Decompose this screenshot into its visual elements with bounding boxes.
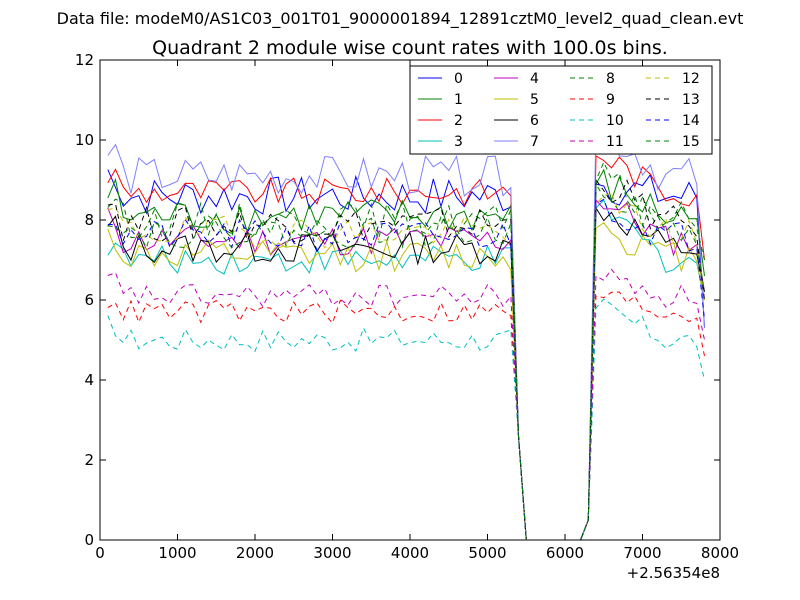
y-tick-label: 10 — [75, 131, 94, 149]
ticks-layer: 0 1000 2000 3000 4000 5000 6000 7000 80000246810… — [75, 51, 739, 562]
series-line-6 — [107, 206, 705, 541]
series-layer — [107, 125, 705, 541]
x-tick-label: 6000 — [546, 544, 584, 562]
x-tick-label: 1000 — [158, 544, 196, 562]
y-tick-label: 4 — [84, 371, 94, 389]
series-line-3 — [107, 199, 705, 541]
x-tick-label: 2000 — [236, 544, 274, 562]
series-line-4 — [107, 198, 705, 541]
x-tick-label: 7000 — [623, 544, 661, 562]
legend-box — [409, 65, 713, 155]
x-tick-label: 4000 — [391, 544, 429, 562]
legend-label-9: 9 — [606, 92, 615, 108]
legend-label-13: 13 — [682, 92, 700, 108]
legend-label-7: 7 — [530, 134, 539, 150]
series-line-10 — [107, 298, 705, 541]
x-tick-label: 0 — [95, 544, 105, 562]
legend-label-14: 14 — [682, 113, 700, 129]
legend-label-3: 3 — [454, 134, 463, 150]
legend-label-11: 11 — [606, 134, 624, 150]
legend-label-1: 1 — [454, 92, 463, 108]
series-line-9 — [107, 291, 705, 541]
legend-label-4: 4 — [530, 71, 539, 87]
x-tick-label: 3000 — [313, 544, 351, 562]
y-tick-label: 6 — [84, 291, 94, 309]
series-line-15 — [107, 182, 705, 541]
legend-label-8: 8 — [606, 71, 615, 87]
chart-suptitle: Data file: modeM0/AS1C03_001T01_90000018… — [57, 9, 744, 29]
series-line-14 — [107, 198, 705, 541]
chart-title: Quadrant 2 module wise count rates with … — [152, 37, 668, 59]
legend-label-6: 6 — [530, 113, 539, 129]
legend-label-2: 2 — [454, 113, 463, 129]
series-line-8 — [107, 161, 705, 541]
legend-label-0: 0 — [454, 71, 463, 87]
series-line-5 — [107, 222, 705, 541]
y-tick-label: 8 — [84, 211, 94, 229]
y-tick-label: 0 — [84, 531, 94, 549]
x-tick-label: 5000 — [468, 544, 506, 562]
y-tick-label: 12 — [75, 51, 94, 69]
legend-label-5: 5 — [530, 92, 539, 108]
y-tick-label: 2 — [84, 451, 94, 469]
series-line-11 — [107, 268, 705, 541]
x-offset-label: +2.56354e8 — [627, 564, 720, 582]
series-line-12 — [107, 192, 705, 541]
legend-label-15: 15 — [682, 134, 700, 150]
x-tick-label: 8000 — [701, 544, 739, 562]
legend-label-12: 12 — [682, 71, 700, 87]
series-line-2 — [107, 155, 705, 541]
legend-label-10: 10 — [606, 113, 624, 129]
